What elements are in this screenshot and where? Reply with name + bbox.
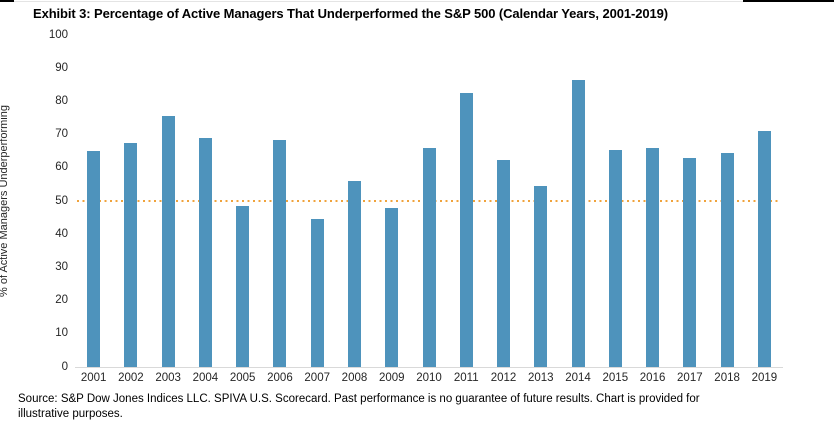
bar-2019 [757, 131, 771, 367]
y-tick-label-100: 100 [48, 28, 68, 41]
bar-2002 [124, 142, 138, 367]
y-tick-label-10: 10 [55, 327, 68, 340]
y-tick-label-50: 50 [55, 194, 68, 207]
bar-chart: % of Active Managers Underperforming 100… [0, 29, 783, 388]
x-tick-label-2008: 2008 [341, 372, 368, 384]
bar-2008 [347, 181, 361, 367]
x-tick-label-2019: 2019 [751, 372, 778, 384]
x-tick-label-2009: 2009 [378, 372, 405, 384]
y-axis-tick-labels: 100 90 80 70 60 50 40 30 20 10 0 [0, 29, 68, 373]
bar-2016 [646, 147, 660, 367]
plot-area [75, 35, 783, 368]
x-tick-label-2007: 2007 [304, 372, 330, 384]
x-tick-label-2004: 2004 [192, 372, 219, 384]
y-tick-label-70: 70 [55, 128, 68, 141]
x-tick-label-2013: 2013 [527, 372, 554, 384]
x-tick-label-2011: 2011 [453, 372, 479, 384]
top-border-left-segment [0, 0, 14, 2]
x-tick-label-2003: 2003 [155, 372, 181, 384]
bar-2009 [385, 207, 399, 367]
y-tick-label-60: 60 [55, 161, 68, 174]
bar-2007 [310, 219, 324, 367]
y-tick-label-80: 80 [55, 94, 68, 107]
y-tick-label-90: 90 [55, 61, 68, 74]
x-tick-label-2016: 2016 [639, 372, 666, 384]
x-tick-label-2017: 2017 [677, 372, 703, 384]
bar-2003 [161, 116, 175, 367]
chart-title: Exhibit 3: Percentage of Active Managers… [33, 6, 668, 21]
x-tick-label-2006: 2006 [267, 372, 293, 384]
bar-2010 [422, 147, 436, 367]
bar-2018 [720, 152, 734, 367]
bar-2014 [571, 79, 585, 367]
x-tick-label-2002: 2002 [118, 372, 144, 384]
x-tick-label-2001: 2001 [80, 372, 107, 384]
source-note-line1: Source: S&P Dow Jones Indices LLC. SPIVA… [18, 393, 700, 405]
y-tick-label-30: 30 [55, 260, 68, 273]
y-tick-label-40: 40 [55, 227, 68, 240]
bar-2015 [608, 149, 622, 367]
x-tick-label-2010: 2010 [416, 372, 442, 384]
x-tick-label-2014: 2014 [565, 372, 591, 384]
x-axis-tick-labels: 2001 2002 2003 2004 2005 2006 2007 2008 2009 2010… [75, 372, 783, 388]
top-border-right-segment [743, 0, 834, 2]
bar-2004 [198, 137, 212, 367]
source-note: Source: S&P Dow Jones Indices LLC. SPIVA… [18, 392, 808, 422]
x-tick-label-2018: 2018 [714, 372, 740, 384]
bar-2006 [273, 139, 287, 367]
bar-2017 [683, 157, 697, 367]
x-tick-label-2012: 2012 [490, 372, 517, 384]
y-tick-label-20: 20 [55, 294, 68, 307]
bar-2013 [534, 186, 548, 367]
bar-2005 [236, 205, 250, 367]
bar-2012 [497, 159, 511, 367]
bar-2011 [459, 93, 473, 367]
y-tick-label-0: 0 [61, 360, 68, 373]
bar-2001 [87, 151, 101, 367]
top-border [0, 1, 834, 2]
x-tick-label-2005: 2005 [229, 372, 256, 384]
x-tick-label-2015: 2015 [602, 372, 629, 384]
source-note-line2: illustrative purposes. [18, 408, 123, 421]
